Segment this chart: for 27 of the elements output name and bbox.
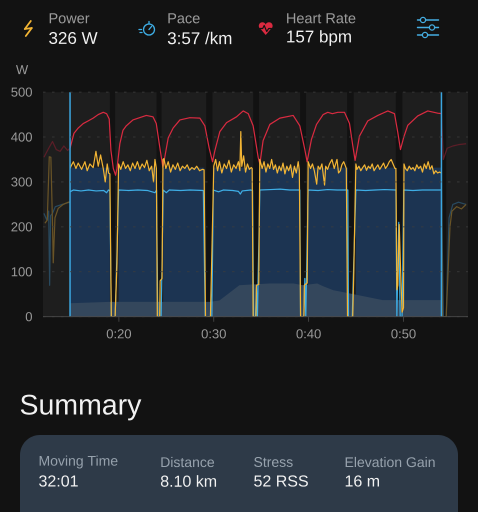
x-tick-label: 0:40 [296, 329, 321, 338]
text: 16 m [346, 475, 380, 487]
y-tick-label: 400 [11, 132, 32, 142]
text: 32:01 [39, 475, 78, 487]
text: 157 bpm [287, 30, 351, 46]
legend-label: Power [50, 13, 90, 24]
y-tick-label: 500 [11, 87, 32, 97]
x-tick-label: 0:50 [391, 329, 416, 338]
y-axis-title: W [16, 65, 28, 74]
y-tick-label: 0 [26, 312, 32, 322]
y-tick-label: 200 [11, 222, 32, 232]
y-tick-label: 300 [11, 177, 32, 187]
x-tick-label: 0:20 [106, 329, 132, 338]
y-tick-label: 100 [12, 267, 32, 276]
line-series [69, 110, 442, 176]
text: Summary [20, 394, 142, 420]
text: Distance [161, 456, 214, 468]
x-tick-label: 0:30 [202, 329, 226, 338]
text: 52 RSS [254, 475, 308, 487]
text: 8.10 km [160, 475, 216, 487]
text: 326 W [49, 32, 98, 44]
text: 3:57 /km [168, 32, 232, 44]
text: Moving Time [40, 455, 118, 469]
legend-label: Pace [168, 13, 200, 24]
text: Elevation Gain [346, 456, 435, 468]
text: Stress [254, 457, 293, 467]
legend-label: Heart Rate [287, 13, 356, 24]
